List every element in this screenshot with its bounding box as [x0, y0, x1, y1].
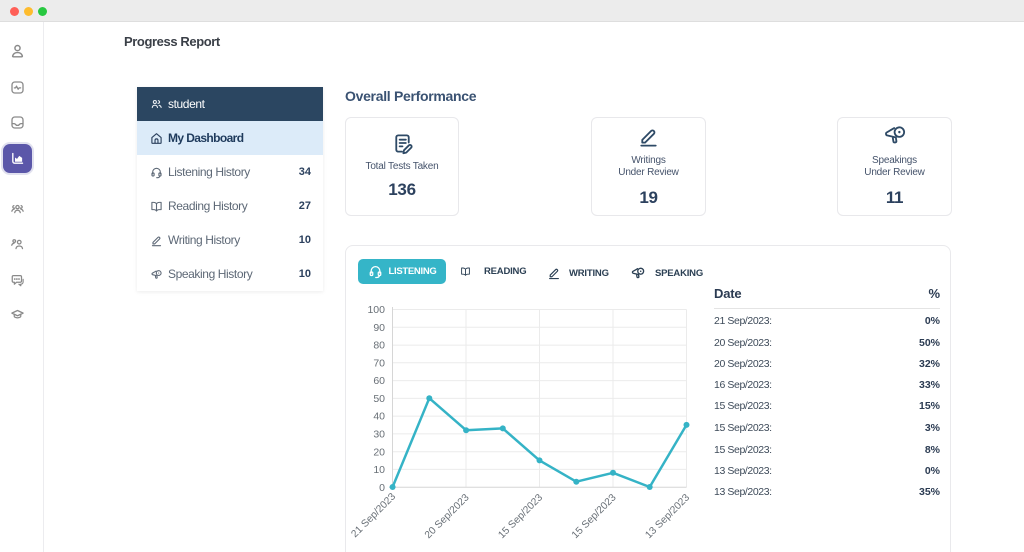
svg-text:21 Sep/2023: 21 Sep/2023 [349, 491, 398, 540]
svg-text:90: 90 [373, 322, 385, 334]
svg-text:15 Sep/2023: 15 Sep/2023 [496, 492, 545, 541]
svg-text:40: 40 [373, 411, 385, 423]
svg-text:15 Sep/2023: 15 Sep/2023 [570, 492, 619, 541]
svg-text:20 Sep/2023: 20 Sep/2023 [423, 492, 472, 541]
svg-text:20: 20 [373, 446, 385, 458]
svg-text:50: 50 [373, 393, 385, 405]
svg-text:13 Sep/2023: 13 Sep/2023 [643, 492, 692, 541]
svg-text:10: 10 [373, 464, 385, 476]
svg-text:60: 60 [373, 375, 385, 387]
svg-text:80: 80 [373, 340, 385, 352]
svg-text:30: 30 [373, 429, 385, 441]
svg-text:0: 0 [379, 482, 385, 494]
svg-text:70: 70 [373, 357, 385, 369]
svg-text:100: 100 [367, 304, 385, 316]
